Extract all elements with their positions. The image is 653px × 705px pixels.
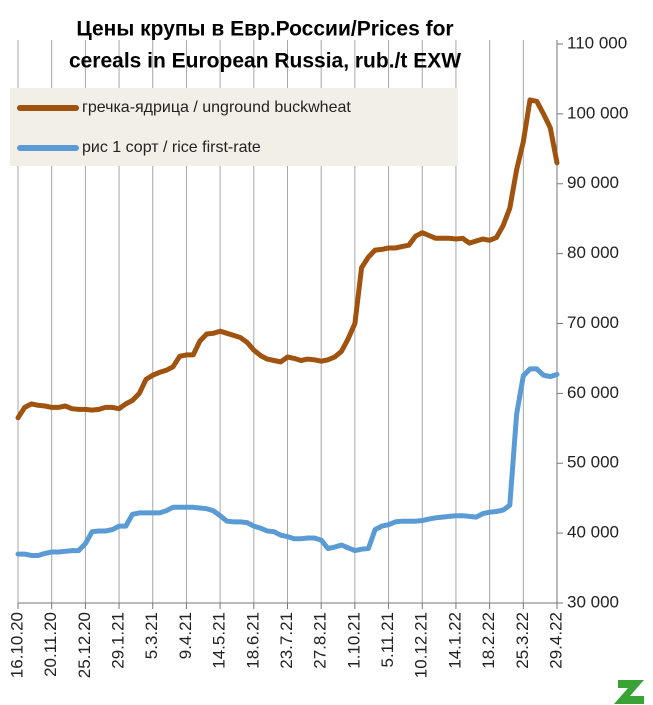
legend-label: гречка-ядрица / unground buckwheat [82, 99, 351, 116]
x-tick-label: 27.8.21 [311, 612, 330, 669]
x-tick-label: 20.11.20 [41, 612, 60, 677]
legend-label: рис 1 сорт / rice first-rate [82, 139, 261, 156]
x-tick-label: 5.11.21 [378, 612, 397, 667]
x-tick-label: 5.3.21 [142, 612, 161, 659]
logo [614, 680, 644, 704]
series-line [15, 366, 560, 558]
x-tick-label: 1.10.21 [344, 612, 363, 669]
x-tick-label: 18.6.21 [243, 612, 262, 669]
y-tick-label: 80 000 [567, 243, 619, 262]
x-tick-label: 18.2.22 [479, 612, 498, 669]
chart-title: cereals in European Russia, rub./t EXW [69, 50, 461, 73]
x-tick-label: 10.12.21 [412, 612, 431, 678]
y-tick-label: 50 000 [567, 453, 619, 472]
chart-title: Цены крупы в Евр.России/Prices for [76, 18, 453, 41]
x-tick-label: 23.7.21 [277, 612, 296, 669]
x-tick-label: 29.1.21 [109, 612, 128, 669]
y-tick-label: 110 000 [567, 33, 627, 52]
y-tick-label: 60 000 [567, 383, 619, 402]
x-tick-label: 9.4.21 [176, 612, 195, 659]
y-tick-label: 100 000 [567, 103, 628, 122]
series-line [15, 97, 560, 421]
y-tick-label: 30 000 [567, 592, 619, 611]
x-tick-label: 14.1.22 [445, 612, 464, 669]
y-tick-label: 90 000 [567, 173, 619, 192]
x-tick-label: 25.3.22 [513, 612, 532, 669]
y-tick-label: 70 000 [567, 313, 619, 332]
x-tick-label: 29.4.22 [546, 612, 565, 669]
x-tick-label: 16.10.20 [7, 612, 26, 678]
x-tick-label: 14.5.21 [210, 612, 229, 669]
y-tick-label: 40 000 [567, 523, 619, 542]
legend-box [10, 88, 458, 166]
x-tick-label: 25.12.20 [75, 612, 94, 678]
